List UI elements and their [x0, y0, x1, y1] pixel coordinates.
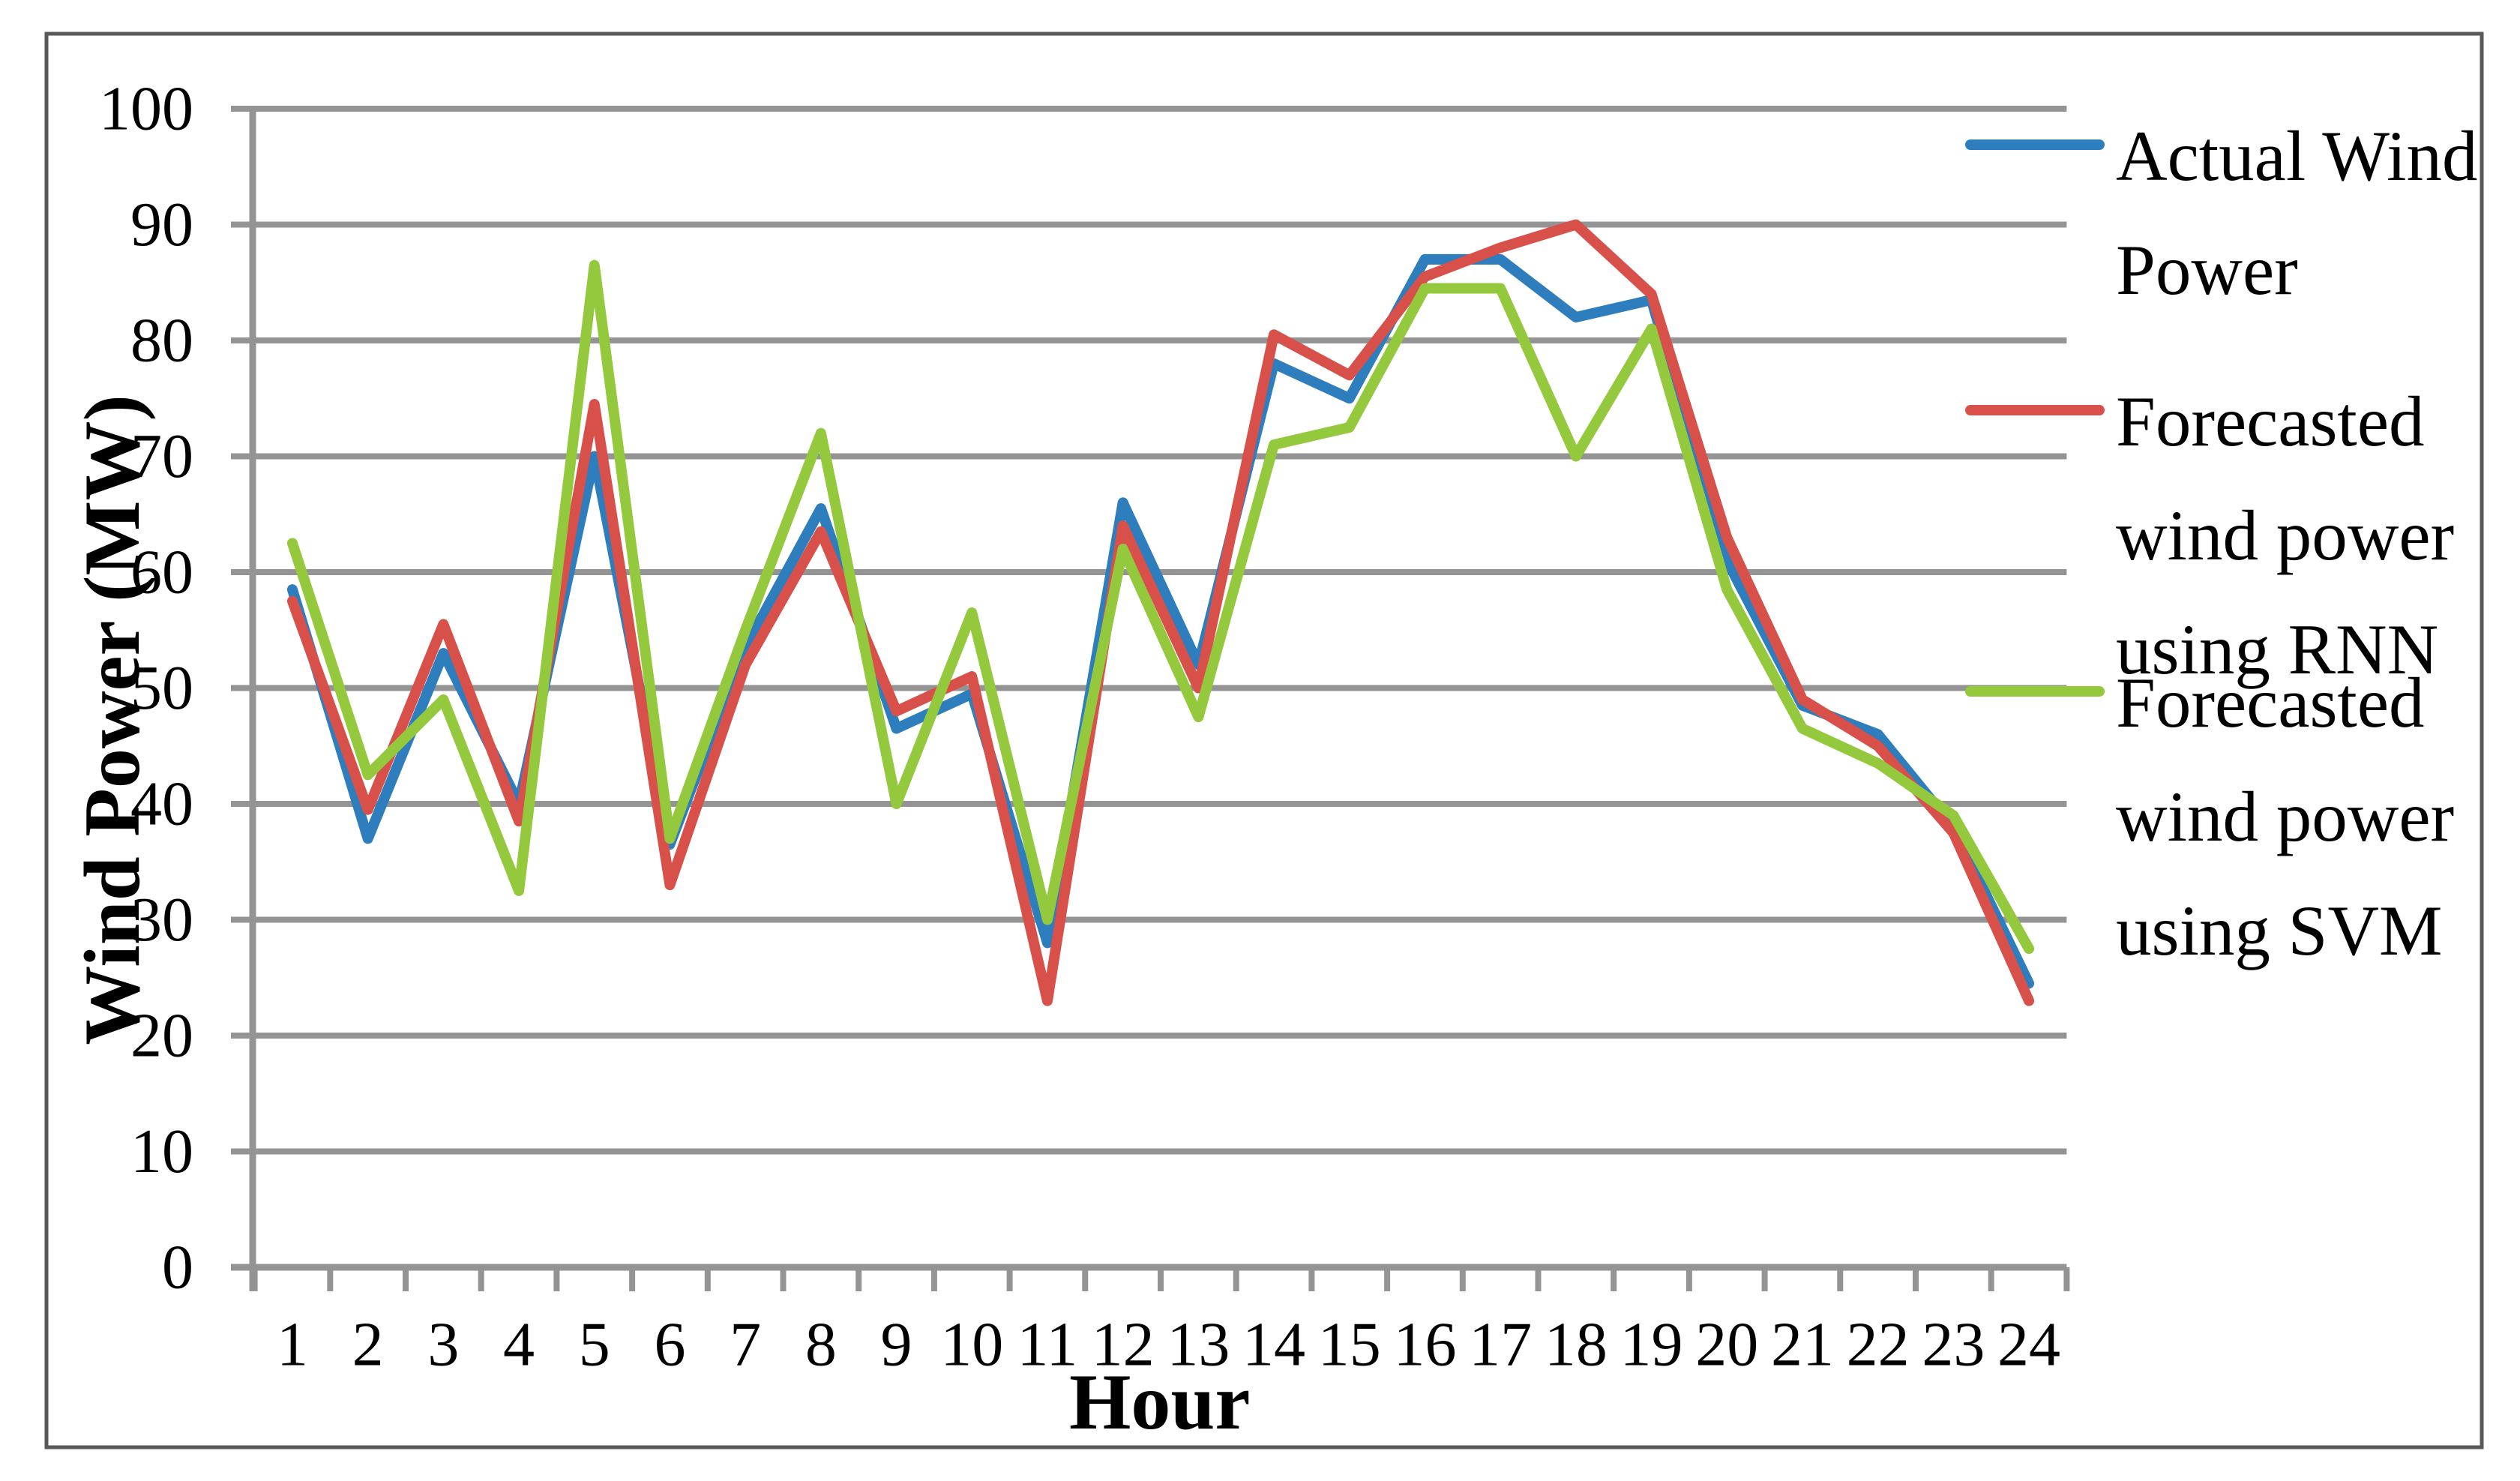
x-tick-label: 2 [352, 1310, 384, 1380]
y-tick-label: 100 [99, 74, 193, 144]
legend-label-line: Forecasted [2116, 663, 2425, 742]
x-tick-label: 9 [881, 1310, 912, 1380]
series-line-forecasted-wind-power-using-rnn [286, 219, 2035, 1006]
legend-label-line: Power [2116, 230, 2298, 310]
x-tick-label: 13 [1167, 1310, 1230, 1380]
x-tick-label: 7 [730, 1310, 761, 1380]
legend-entry: Actual Wind Power [1965, 116, 2478, 310]
x-tick-label: 12 [1092, 1310, 1155, 1380]
x-tick-label: 8 [805, 1310, 837, 1380]
x-tick-label: 16 [1393, 1310, 1456, 1380]
gridlines [253, 106, 2067, 1155]
y-tick-label: 0 [162, 1233, 193, 1303]
axes [231, 106, 2070, 1291]
x-tick-label: 18 [1545, 1310, 1608, 1380]
series-line-actual-wind-power [286, 253, 2035, 989]
y-axis-title: Wind Power (MW) [68, 394, 156, 1045]
legend-label-line: wind power [2116, 777, 2454, 856]
x-axis-title: Hour [1069, 1358, 1250, 1446]
y-tick-label: 80 [130, 306, 193, 376]
x-tick-label: 5 [579, 1310, 610, 1380]
legend-entry: Forecasted wind power using RNN [1965, 382, 2454, 689]
legend-label-line: Forecasted [2116, 382, 2425, 461]
x-tick-label: 4 [503, 1310, 535, 1380]
figure-border [44, 31, 2484, 1450]
x-tick-label: 10 [940, 1310, 1003, 1380]
legend-entry: Forecasted wind power using SVM [1965, 663, 2454, 970]
x-tick-label: 6 [654, 1310, 685, 1380]
legend: Actual Wind Power Forecasted wind power usin… [1965, 116, 2478, 970]
legend-label-line: using RNN [2116, 610, 2438, 689]
y-tick-label: 30 [130, 885, 193, 955]
legend-label-line: using SVM [2116, 891, 2443, 970]
x-tick-label: 3 [427, 1310, 459, 1380]
x-tick-label: 11 [1017, 1310, 1078, 1380]
y-tick-label: 90 [130, 190, 193, 259]
x-tick-label: 20 [1695, 1310, 1758, 1380]
y-tick-label: 70 [130, 421, 193, 491]
y-tick-label: 50 [130, 653, 193, 723]
x-tick-label: 23 [1922, 1310, 1985, 1380]
y-tick-label: 10 [130, 1117, 193, 1186]
x-tick-label: 15 [1318, 1310, 1381, 1380]
x-tick-label: 14 [1242, 1310, 1305, 1380]
x-tick-labels: 1 2 3 4 5 6 7 8 9 10 11 12 13 14 15 16 17 18 19 20 21 22 23 24 [277, 1310, 2060, 1380]
x-tick-label: 19 [1620, 1310, 1683, 1380]
y-tick-label: 20 [130, 1001, 193, 1071]
x-tick-label: 17 [1469, 1310, 1532, 1380]
legend-label-line: wind power [2116, 496, 2454, 575]
legend-label-line: Actual Wind [2116, 116, 2478, 196]
series-lines [286, 219, 2035, 1006]
x-tick-label: 22 [1847, 1310, 1910, 1380]
x-tick-label: 24 [1997, 1310, 2060, 1380]
x-tick-label: 21 [1771, 1310, 1834, 1380]
y-tick-label: 60 [130, 538, 193, 607]
series-line-forecasted-wind-power-using-svm [286, 259, 2035, 955]
y-tick-label: 40 [130, 769, 193, 839]
x-tick-label: 1 [277, 1310, 308, 1380]
y-tick-labels: 0 10 20 30 40 50 60 70 80 90 100 [99, 74, 193, 1303]
